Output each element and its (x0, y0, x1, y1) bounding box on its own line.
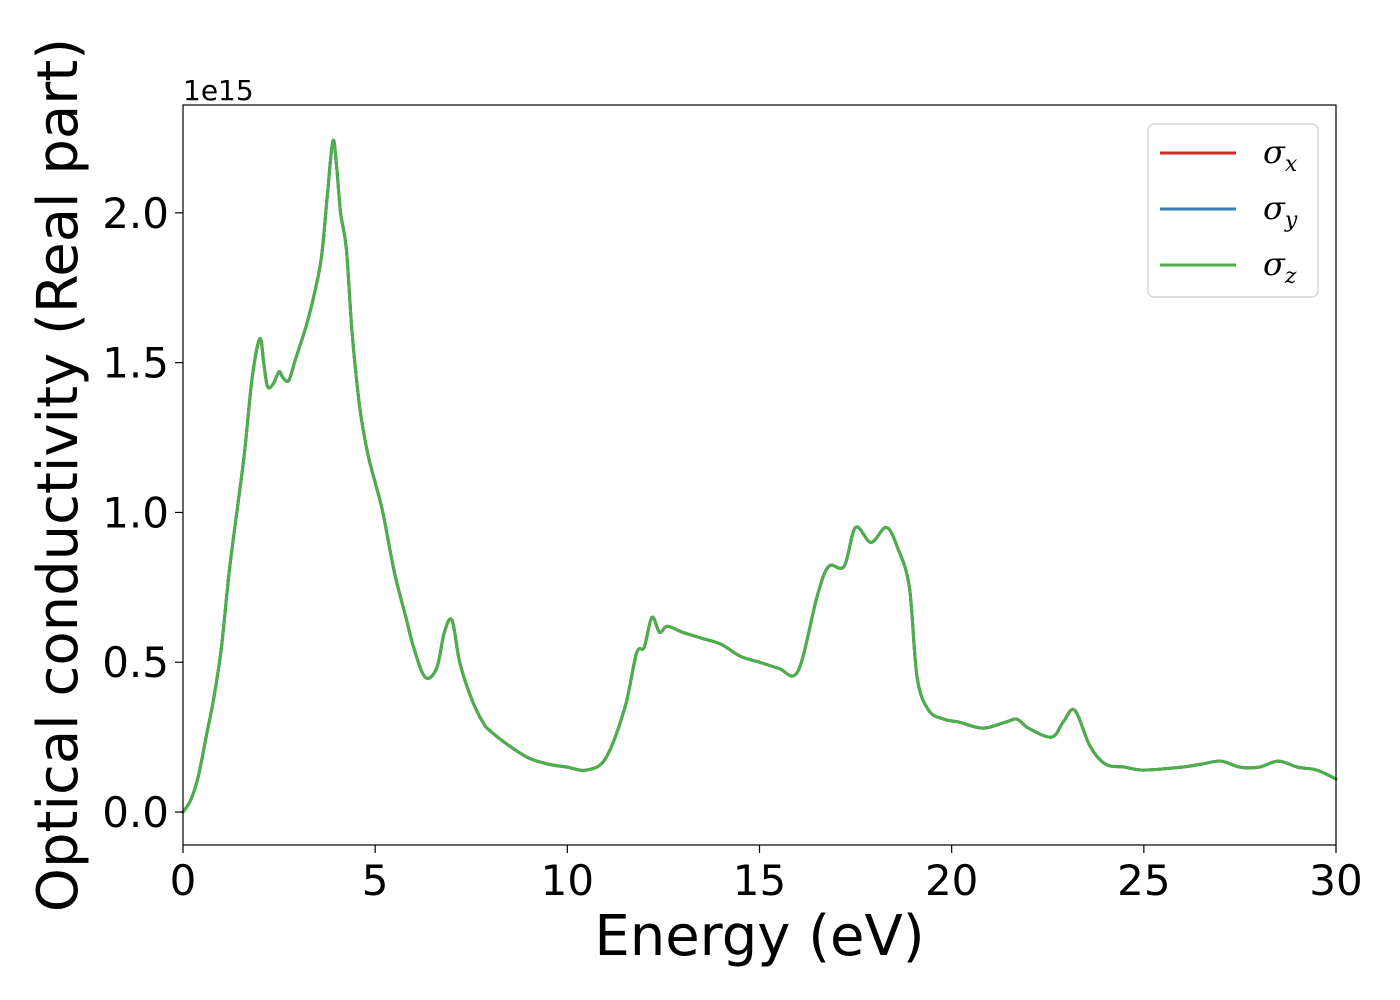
y-tick-label: 0.5 (102, 638, 169, 687)
plot-background (183, 105, 1336, 845)
y-axis-ticks: 0.0 0.5 1.0 1.5 2.0 (102, 189, 183, 837)
x-tick-label: 5 (362, 856, 389, 905)
x-tick-label: 15 (733, 856, 786, 905)
series-line-3 (181, 138, 1338, 814)
x-tick-label: 10 (541, 856, 594, 905)
x-tick-label: 20 (925, 856, 978, 905)
y-axis-title: Optical conductivity (Real part) (26, 38, 91, 912)
series-layer (181, 138, 1338, 814)
x-tick-label: 0 (170, 856, 197, 905)
legend-subscript: y (1284, 208, 1298, 233)
y-tick-label: 1.5 (102, 339, 169, 388)
y-tick-label: 2.0 (102, 189, 169, 238)
y-tick-label: 1.0 (102, 488, 169, 537)
x-tick-label: 25 (1117, 856, 1170, 905)
y-offset-label: 1e15 (183, 74, 254, 107)
x-tick-label: 30 (1309, 856, 1362, 905)
legend-subscript: x (1285, 152, 1298, 177)
x-axis-ticks: 0 5 10 15 20 25 30 (170, 845, 1363, 905)
legend-subscript: z (1284, 264, 1297, 289)
y-tick-label: 0.0 (102, 788, 169, 837)
x-axis-title: Energy (eV) (594, 904, 924, 969)
